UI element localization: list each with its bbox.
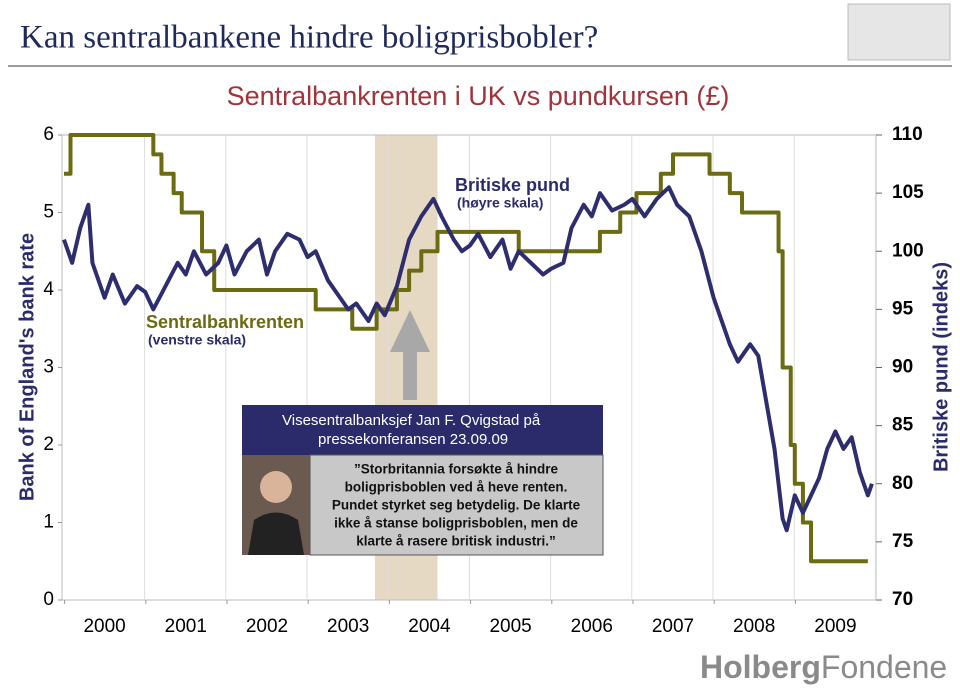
y2-tick-label: 105: [892, 182, 924, 203]
y-tick-label: 6: [43, 124, 54, 145]
logo: HolbergFondene: [700, 649, 947, 685]
y2-tick-label: 70: [892, 589, 913, 610]
quote-header: Visesentralbanksjef Jan F. Qvigstad på: [282, 412, 541, 429]
y-tick-label: 1: [43, 512, 54, 533]
x-tick-label: 2009: [814, 616, 856, 637]
plot-area: 2000 2001 2002 2003 2004 2005 2006 2007 2008 2009…: [43, 124, 924, 637]
y-tick-label: 2: [43, 434, 54, 455]
quote-header-bg: [242, 405, 603, 455]
quote-line: Pundet styrket seg betydelig. De klarte: [332, 498, 581, 513]
series-note: (høyre skala): [457, 195, 543, 211]
x-tick-label: 2001: [165, 616, 207, 637]
y2-tick-label: 75: [892, 531, 914, 552]
y2-tick-label: 80: [892, 473, 913, 494]
x-tick-label: 2005: [489, 616, 531, 637]
x-tick-label: 2008: [733, 616, 775, 637]
series-label: Britiske pund: [455, 175, 570, 195]
chart-subtitle: Sentralbankrenten i UK vs pundkursen (£): [227, 81, 730, 111]
quote-body-bg: [309, 454, 604, 556]
series-label: Sentralbankrenten: [146, 312, 304, 332]
y2-tick-label: 110: [892, 124, 923, 145]
y-tick-label: 4: [43, 279, 54, 300]
arrow-shaft: [403, 350, 417, 400]
arrow-head: [390, 310, 430, 352]
quote-line: boligprisboblen ved å heve renten.: [345, 480, 568, 495]
quote-line: ikke å stanse boligprisboblen, men de: [334, 516, 578, 531]
y-tick-label: 3: [43, 357, 54, 378]
y2-tick-label: 85: [892, 415, 914, 436]
x-tick-label: 2007: [652, 616, 694, 637]
y-tick-label: 0: [43, 589, 54, 610]
slide-title: Kan sentralbankene hindre boligprisboble…: [20, 20, 598, 56]
quote-box: Visesentralbanksjef Jan F. Qvigstad på pr…: [242, 405, 604, 556]
x-tick-label: 2003: [327, 616, 369, 637]
x-tick-label: 2000: [83, 616, 125, 637]
x-tick-label: 2002: [246, 616, 288, 637]
header-image: [847, 3, 951, 61]
y2-tick-label: 95: [892, 298, 914, 319]
quote-line: ”Storbritannia forsøkte å hindre: [354, 462, 559, 477]
series-note: (venstre skala): [148, 332, 246, 348]
logo-holberg: Holberg: [700, 649, 821, 685]
series-line: [62, 185, 874, 533]
y2-tick-label: 90: [892, 357, 913, 378]
portrait-suit: [248, 512, 304, 555]
x-tick-label: 2004: [408, 616, 451, 637]
y2-tick-label: 100: [892, 240, 924, 261]
series-line: [64, 133, 868, 564]
quote-line: klarte å rasere britisk industri.”: [356, 534, 556, 549]
x-tick-label: 2006: [571, 616, 613, 637]
y-tick-label: 5: [43, 202, 54, 223]
y2-axis-label: Britiske pund (indeks): [930, 262, 952, 472]
y-axis-label: Bank of England's bank rate: [16, 233, 38, 501]
quote-header: pressekonferansen 23.09.09: [318, 431, 508, 448]
portrait-face: [260, 471, 292, 503]
logo-fondene: Fondene: [821, 649, 947, 685]
